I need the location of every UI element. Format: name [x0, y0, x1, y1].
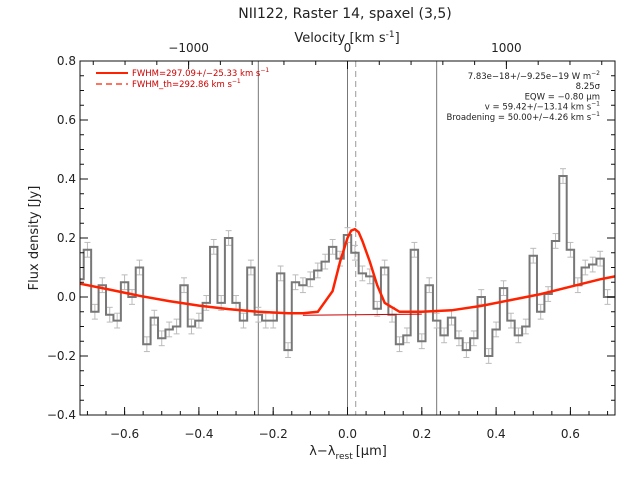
- top-tick-label: 1000: [491, 41, 522, 55]
- chart-title: NII122, Raster 14, spaxel (3,5): [238, 6, 451, 22]
- x-axis-label: λ−λrest [μm]: [309, 444, 387, 462]
- y-tick-label: −0.2: [47, 349, 76, 363]
- x-tick-label: 0.4: [487, 427, 506, 441]
- x-tick-label: −0.4: [184, 427, 213, 441]
- axis-tick-labels: −0.6 −0.4 −0.2 0.0 0.2 0.4 0.6 −0.4 −0.2 0.0 0.2 0.…: [47, 41, 580, 441]
- annotation-line: EQW = −0.80 μm: [525, 92, 600, 102]
- x-tick-label: 0.2: [412, 427, 431, 441]
- spectrum-histogram: [80, 175, 615, 357]
- annotation-line: v = 59.42+/−13.14 km s−1: [485, 101, 600, 113]
- x-tick-label: −0.6: [110, 427, 139, 441]
- annotation-line: 8.25σ: [576, 82, 601, 92]
- top-tick-label: 0: [344, 41, 352, 55]
- annotation-line: 7.83e−18+/−9.25e−19 W m−2: [468, 70, 600, 82]
- y-tick-label: 0.8: [57, 54, 76, 68]
- annotation-line: Broadening = 50.00+/−4.26 km s−1: [447, 111, 601, 123]
- axis-ticks: [80, 60, 615, 416]
- y-axis-label: Flux density [Jy]: [27, 186, 42, 291]
- legend-label: FWHM_th=292.86 km s−1: [132, 78, 241, 90]
- x-tick-label: 0.6: [561, 427, 580, 441]
- y-tick-label: 0.2: [57, 231, 76, 245]
- gaussian-fit-curve: [79, 227, 616, 315]
- y-tick-label: −0.4: [47, 408, 76, 422]
- x-tick-label: 0.0: [338, 427, 357, 441]
- top-tick-label: −1000: [168, 41, 209, 55]
- x-tick-label: −0.2: [259, 427, 288, 441]
- y-tick-label: 0.0: [57, 290, 76, 304]
- y-tick-label: 0.6: [57, 113, 76, 127]
- baseline-line: [302, 313, 422, 316]
- top-axis-label: Velocity [km s-1]: [294, 30, 399, 46]
- y-tick-label: 0.4: [57, 172, 76, 186]
- legend-label: FWHM=297.09+/−25.33 km s−1: [132, 67, 269, 79]
- legend: FWHM=297.09+/−25.33 km s−1FWHM_th=292.86…: [96, 67, 269, 90]
